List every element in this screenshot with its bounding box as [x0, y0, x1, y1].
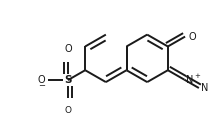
- Text: S: S: [64, 75, 72, 85]
- Text: O: O: [64, 44, 72, 54]
- Text: O: O: [37, 75, 45, 85]
- Text: −: −: [38, 82, 45, 91]
- Text: +: +: [194, 73, 200, 79]
- Text: O: O: [188, 32, 196, 42]
- Text: O: O: [64, 106, 71, 115]
- Text: N: N: [186, 75, 194, 85]
- Text: N: N: [201, 83, 208, 93]
